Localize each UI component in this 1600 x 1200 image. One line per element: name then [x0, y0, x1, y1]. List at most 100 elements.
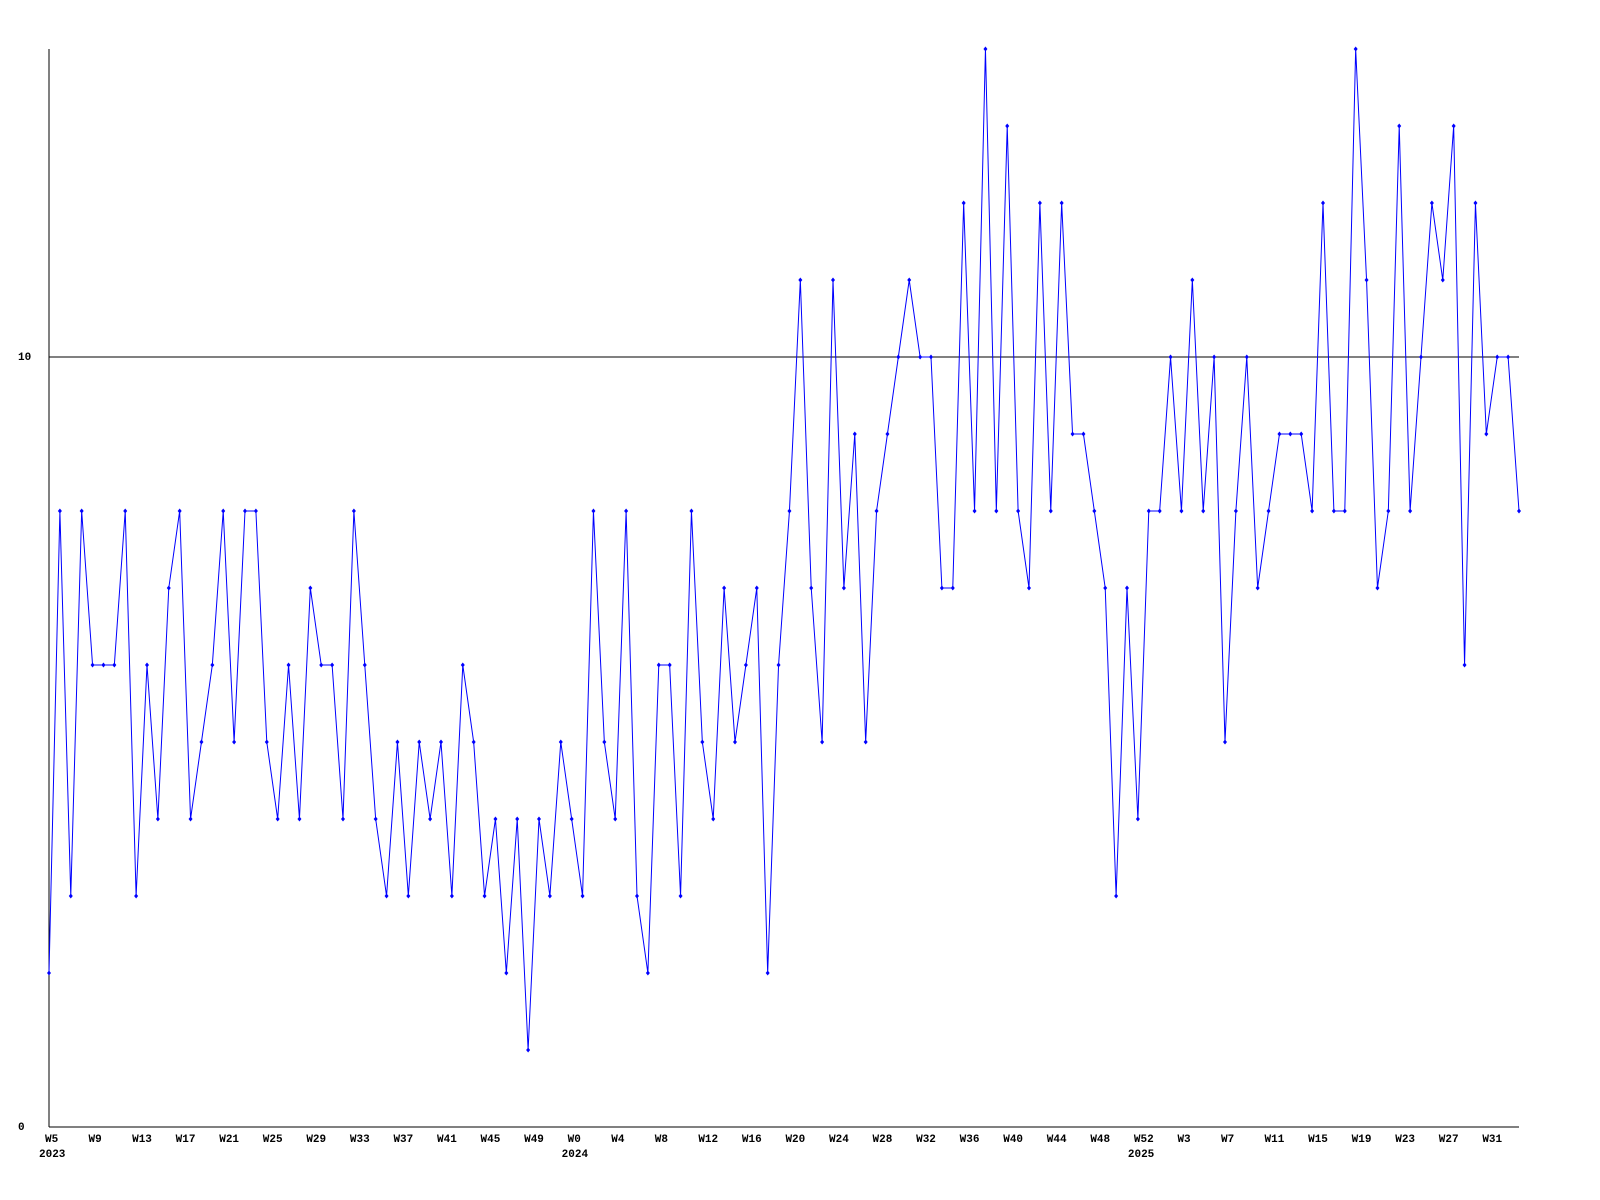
point — [645, 970, 650, 976]
point — [177, 508, 182, 514]
x-tick-label: W12 — [698, 1134, 718, 1146]
point — [950, 585, 955, 591]
point — [1397, 123, 1402, 129]
x-tick-label: W32 — [916, 1134, 936, 1146]
point — [1506, 354, 1511, 360]
x-tick-label: W5 — [45, 1134, 59, 1146]
x-tick-label: W19 — [1352, 1134, 1372, 1146]
x-tick-label: W7 — [1221, 1134, 1234, 1146]
point — [635, 893, 639, 899]
point — [558, 739, 563, 745]
point — [820, 739, 825, 745]
point — [90, 662, 95, 668]
point — [319, 662, 324, 668]
point — [983, 46, 988, 52]
point — [1419, 354, 1423, 360]
x-tick-label: W44 — [1047, 1134, 1067, 1146]
point — [449, 893, 454, 899]
point — [929, 354, 933, 360]
point — [831, 277, 835, 283]
point — [123, 508, 128, 514]
point — [1364, 277, 1369, 283]
x-tick-label: W15 — [1308, 1134, 1328, 1146]
point — [362, 662, 367, 668]
point — [145, 662, 149, 668]
point — [330, 662, 335, 668]
x-tick-label: W17 — [176, 1134, 196, 1146]
point — [1331, 508, 1336, 514]
x-tick-label: W11 — [1265, 1134, 1285, 1146]
point — [613, 816, 618, 822]
x-tick-label: W21 — [219, 1134, 239, 1146]
point — [417, 739, 422, 745]
point — [1375, 585, 1380, 591]
point — [308, 585, 313, 591]
x-tick-label: W36 — [960, 1134, 980, 1146]
point — [68, 893, 73, 899]
point — [79, 508, 84, 514]
series-line — [48, 48, 1520, 1051]
point — [1037, 200, 1042, 206]
x-tick-label: W23 — [1395, 1134, 1415, 1146]
point — [896, 354, 901, 360]
x-tick-label: W28 — [873, 1134, 893, 1146]
point — [275, 816, 280, 822]
point — [961, 200, 966, 206]
point — [188, 816, 193, 822]
point — [384, 893, 389, 899]
point — [863, 739, 868, 745]
x-tick-label: W25 — [263, 1134, 283, 1146]
x-tick-label: W48 — [1090, 1134, 1110, 1146]
point — [1223, 739, 1227, 745]
x-tick-label: W40 — [1003, 1134, 1023, 1146]
point — [733, 739, 737, 745]
point — [243, 508, 247, 514]
point — [1212, 354, 1217, 360]
point — [624, 508, 629, 514]
point — [1451, 123, 1456, 129]
point — [1244, 354, 1249, 360]
point — [1146, 508, 1151, 514]
point — [210, 662, 215, 668]
point — [1070, 431, 1075, 437]
point — [1299, 431, 1304, 437]
point — [678, 893, 683, 899]
x-year-label: 2023 — [39, 1149, 66, 1161]
point — [591, 508, 596, 514]
point — [1266, 508, 1271, 514]
point — [787, 508, 792, 514]
point — [57, 508, 62, 514]
point — [1462, 662, 1467, 668]
point — [1114, 893, 1119, 899]
point — [1005, 123, 1010, 129]
point — [885, 431, 890, 437]
point — [1353, 46, 1358, 52]
point — [221, 508, 226, 514]
x-tick-label: W4 — [611, 1134, 625, 1146]
x-tick-label: W27 — [1439, 1134, 1459, 1146]
point — [264, 739, 269, 745]
point — [439, 739, 443, 745]
point — [743, 662, 748, 668]
point — [351, 508, 356, 514]
point — [1429, 200, 1434, 206]
point — [526, 1047, 531, 1053]
point — [395, 739, 400, 745]
point — [711, 816, 716, 822]
point — [1081, 431, 1086, 437]
point — [667, 662, 672, 668]
point — [754, 585, 759, 591]
point — [504, 970, 509, 976]
y-tick-label: 10 — [18, 352, 31, 364]
x-tick-label: W3 — [1177, 1134, 1191, 1146]
point — [580, 893, 585, 899]
point — [286, 662, 291, 668]
x-tick-label: W20 — [785, 1134, 805, 1146]
point — [101, 662, 106, 668]
point — [253, 508, 258, 514]
point — [1027, 585, 1031, 591]
point — [1386, 508, 1391, 514]
point — [1321, 200, 1325, 206]
point — [1310, 508, 1315, 514]
